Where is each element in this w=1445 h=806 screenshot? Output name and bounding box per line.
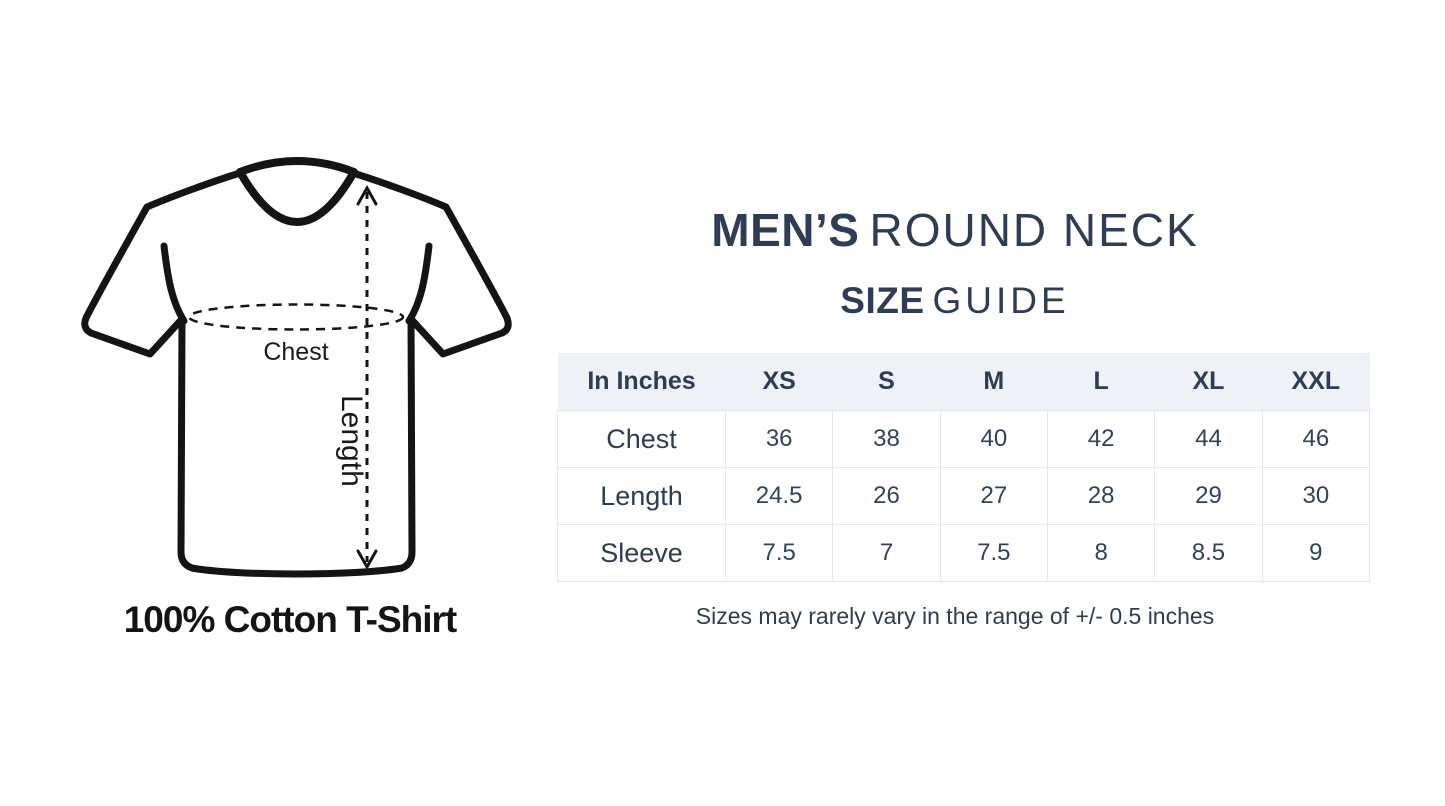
column-header-xs: XS	[725, 353, 833, 411]
size-cell: 38	[832, 410, 941, 468]
collar	[236, 157, 358, 226]
size-cell: 7	[832, 524, 941, 582]
page-subtitle: SIZE GUIDE	[540, 280, 1370, 322]
column-header-xxl: XXL	[1262, 353, 1370, 411]
size-cell: 7.5	[724, 524, 834, 582]
row-label-chest: Chest	[557, 410, 726, 468]
size-cell: 42	[1046, 410, 1156, 468]
tshirt-diagram: Chest Length	[81, 157, 512, 578]
page-title-light: ROUND NECK	[869, 204, 1199, 256]
size-cell: 44	[1154, 410, 1263, 468]
size-cell: 8.5	[1154, 524, 1263, 582]
column-header-s: S	[832, 353, 941, 411]
page-title: MEN’S ROUND NECK	[540, 203, 1370, 257]
page-subtitle-light: GUIDE	[932, 280, 1070, 321]
column-header-in-inches: In Inches	[557, 353, 726, 411]
size-cell: 30	[1261, 467, 1371, 525]
size-cell: 46	[1261, 410, 1371, 468]
column-header-m: M	[940, 353, 1048, 411]
size-table-header-row: In Inches XS S M L XL XXL	[557, 353, 1370, 411]
table-row-chest: Chest 36 38 40 42 44 46	[557, 410, 1371, 468]
page-title-bold: MEN’S	[711, 204, 860, 256]
page-subtitle-bold: SIZE	[840, 280, 925, 321]
column-header-xl: XL	[1154, 353, 1263, 411]
size-cell: 24.5	[724, 467, 834, 525]
left-armpit-seam	[160, 242, 188, 325]
size-cell: 28	[1046, 467, 1156, 525]
chest-measure-line	[187, 303, 405, 331]
length-arrow-bottom	[356, 549, 378, 571]
size-cell: 27	[939, 467, 1048, 525]
row-label-sleeve: Sleeve	[557, 524, 726, 582]
cotton-caption: 100% Cotton T-Shirt	[123, 599, 458, 640]
right-armpit-seam	[405, 242, 433, 325]
column-header-l: L	[1047, 353, 1155, 411]
size-footnote: Sizes may rarely vary in the range of +/…	[695, 603, 1215, 629]
table-row-length: Length 24.5 26 27 28 29 30	[557, 467, 1371, 525]
size-cell: 26	[832, 467, 941, 525]
size-cell: 36	[724, 410, 834, 468]
chest-label: Chest	[263, 338, 328, 366]
length-arrow-top	[356, 184, 378, 206]
size-table: In Inches XS S M L XL XXL Chest 36 38 40…	[557, 353, 1371, 582]
length-label: Length	[335, 395, 368, 487]
size-cell: 9	[1261, 524, 1371, 582]
tshirt-outline	[81, 162, 512, 578]
size-cell: 29	[1154, 467, 1263, 525]
size-cell: 8	[1046, 524, 1156, 582]
size-cell: 40	[939, 410, 1048, 468]
table-row-sleeve: Sleeve 7.5 7 7.5 8 8.5 9	[557, 524, 1371, 582]
size-cell: 7.5	[939, 524, 1048, 582]
row-label-length: Length	[557, 467, 726, 525]
